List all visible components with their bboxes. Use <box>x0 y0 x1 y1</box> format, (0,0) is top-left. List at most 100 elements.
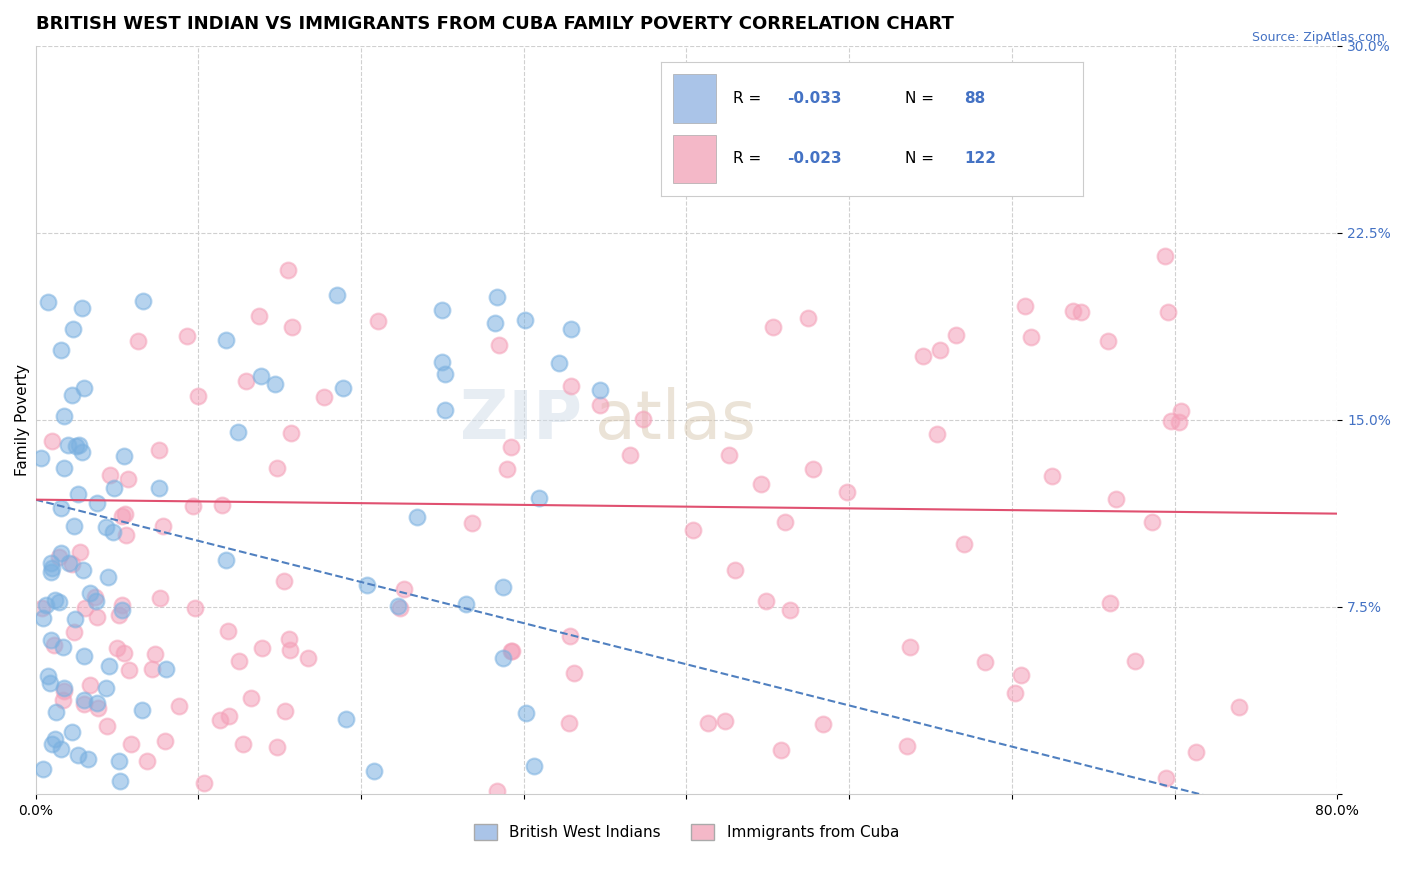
Point <box>187 389 209 403</box>
Point <box>39 565 62 579</box>
Point <box>529 491 551 505</box>
Point <box>111 603 134 617</box>
Point <box>112 449 135 463</box>
Point <box>62 388 84 402</box>
Point <box>120 737 142 751</box>
Point <box>49 343 72 357</box>
Text: -0.033: -0.033 <box>787 91 842 106</box>
Point <box>143 647 166 661</box>
Point <box>928 343 950 357</box>
Point <box>367 314 389 328</box>
Point <box>31 600 53 615</box>
Point <box>63 519 86 533</box>
Point <box>96 519 118 533</box>
Text: R =: R = <box>733 91 766 106</box>
Point <box>42 638 65 652</box>
Point <box>277 262 299 277</box>
Text: BRITISH WEST INDIAN VS IMMIGRANTS FROM CUBA FAMILY POVERTY CORRELATION CHART: BRITISH WEST INDIAN VS IMMIGRANTS FROM C… <box>35 15 953 33</box>
Point <box>181 499 204 513</box>
Point <box>37 295 59 310</box>
Point <box>387 599 409 614</box>
Point <box>1123 654 1146 668</box>
Point <box>149 591 172 605</box>
Point <box>499 644 522 658</box>
Point <box>69 545 91 559</box>
Text: atlas: atlas <box>595 387 756 453</box>
Point <box>70 301 93 315</box>
Y-axis label: Family Poverty: Family Poverty <box>15 364 30 475</box>
Point <box>72 563 94 577</box>
Point <box>492 650 515 665</box>
Point <box>111 599 134 613</box>
Text: N =: N = <box>905 152 939 166</box>
Point <box>86 610 108 624</box>
Point <box>1099 596 1122 610</box>
Point <box>495 461 517 475</box>
Point <box>155 662 177 676</box>
Point <box>66 487 89 501</box>
Point <box>73 698 96 712</box>
Point <box>773 516 796 530</box>
Legend: British West Indians, Immigrants from Cuba: British West Indians, Immigrants from Cu… <box>468 818 905 847</box>
Bar <box>673 135 716 183</box>
Point <box>211 498 233 512</box>
Point <box>1140 515 1163 529</box>
Point <box>558 715 581 730</box>
Point <box>97 658 120 673</box>
Point <box>797 311 820 326</box>
Point <box>461 516 484 530</box>
Point <box>488 338 510 352</box>
Point <box>755 594 778 608</box>
Point <box>110 773 132 788</box>
Point <box>837 484 859 499</box>
Point <box>35 599 58 613</box>
Point <box>501 440 523 454</box>
Point <box>953 537 976 551</box>
Point <box>56 438 79 452</box>
Point <box>560 630 582 644</box>
Point <box>73 648 96 663</box>
Point <box>176 329 198 343</box>
Point <box>392 582 415 597</box>
Point <box>184 601 207 615</box>
Point <box>67 748 90 763</box>
Point <box>235 374 257 388</box>
Point <box>37 669 59 683</box>
Point <box>105 640 128 655</box>
Point <box>65 439 87 453</box>
Point <box>70 445 93 459</box>
Point <box>135 754 157 768</box>
Point <box>484 316 506 330</box>
Point <box>44 593 66 607</box>
Point <box>218 708 240 723</box>
Point <box>454 597 477 611</box>
Point <box>41 632 63 647</box>
Point <box>52 409 75 423</box>
Point <box>63 625 86 640</box>
Point <box>1070 305 1092 319</box>
Point <box>485 783 508 797</box>
Point <box>1014 299 1036 313</box>
Text: ZIP: ZIP <box>460 387 582 453</box>
Point <box>250 368 273 383</box>
Point <box>103 481 125 495</box>
Text: 122: 122 <box>965 152 997 166</box>
Point <box>98 467 121 482</box>
Point <box>1062 303 1084 318</box>
Point <box>927 427 949 442</box>
Point <box>49 501 72 516</box>
Point <box>273 574 295 589</box>
Point <box>1185 745 1208 759</box>
Point <box>52 681 75 695</box>
Point <box>1104 492 1126 507</box>
Point <box>111 508 134 523</box>
Point <box>945 327 967 342</box>
Point <box>79 678 101 692</box>
Point <box>1160 414 1182 428</box>
Point <box>560 379 582 393</box>
Point <box>332 381 354 395</box>
Point <box>49 546 72 560</box>
Point <box>77 752 100 766</box>
Point <box>713 714 735 728</box>
Point <box>215 553 238 567</box>
